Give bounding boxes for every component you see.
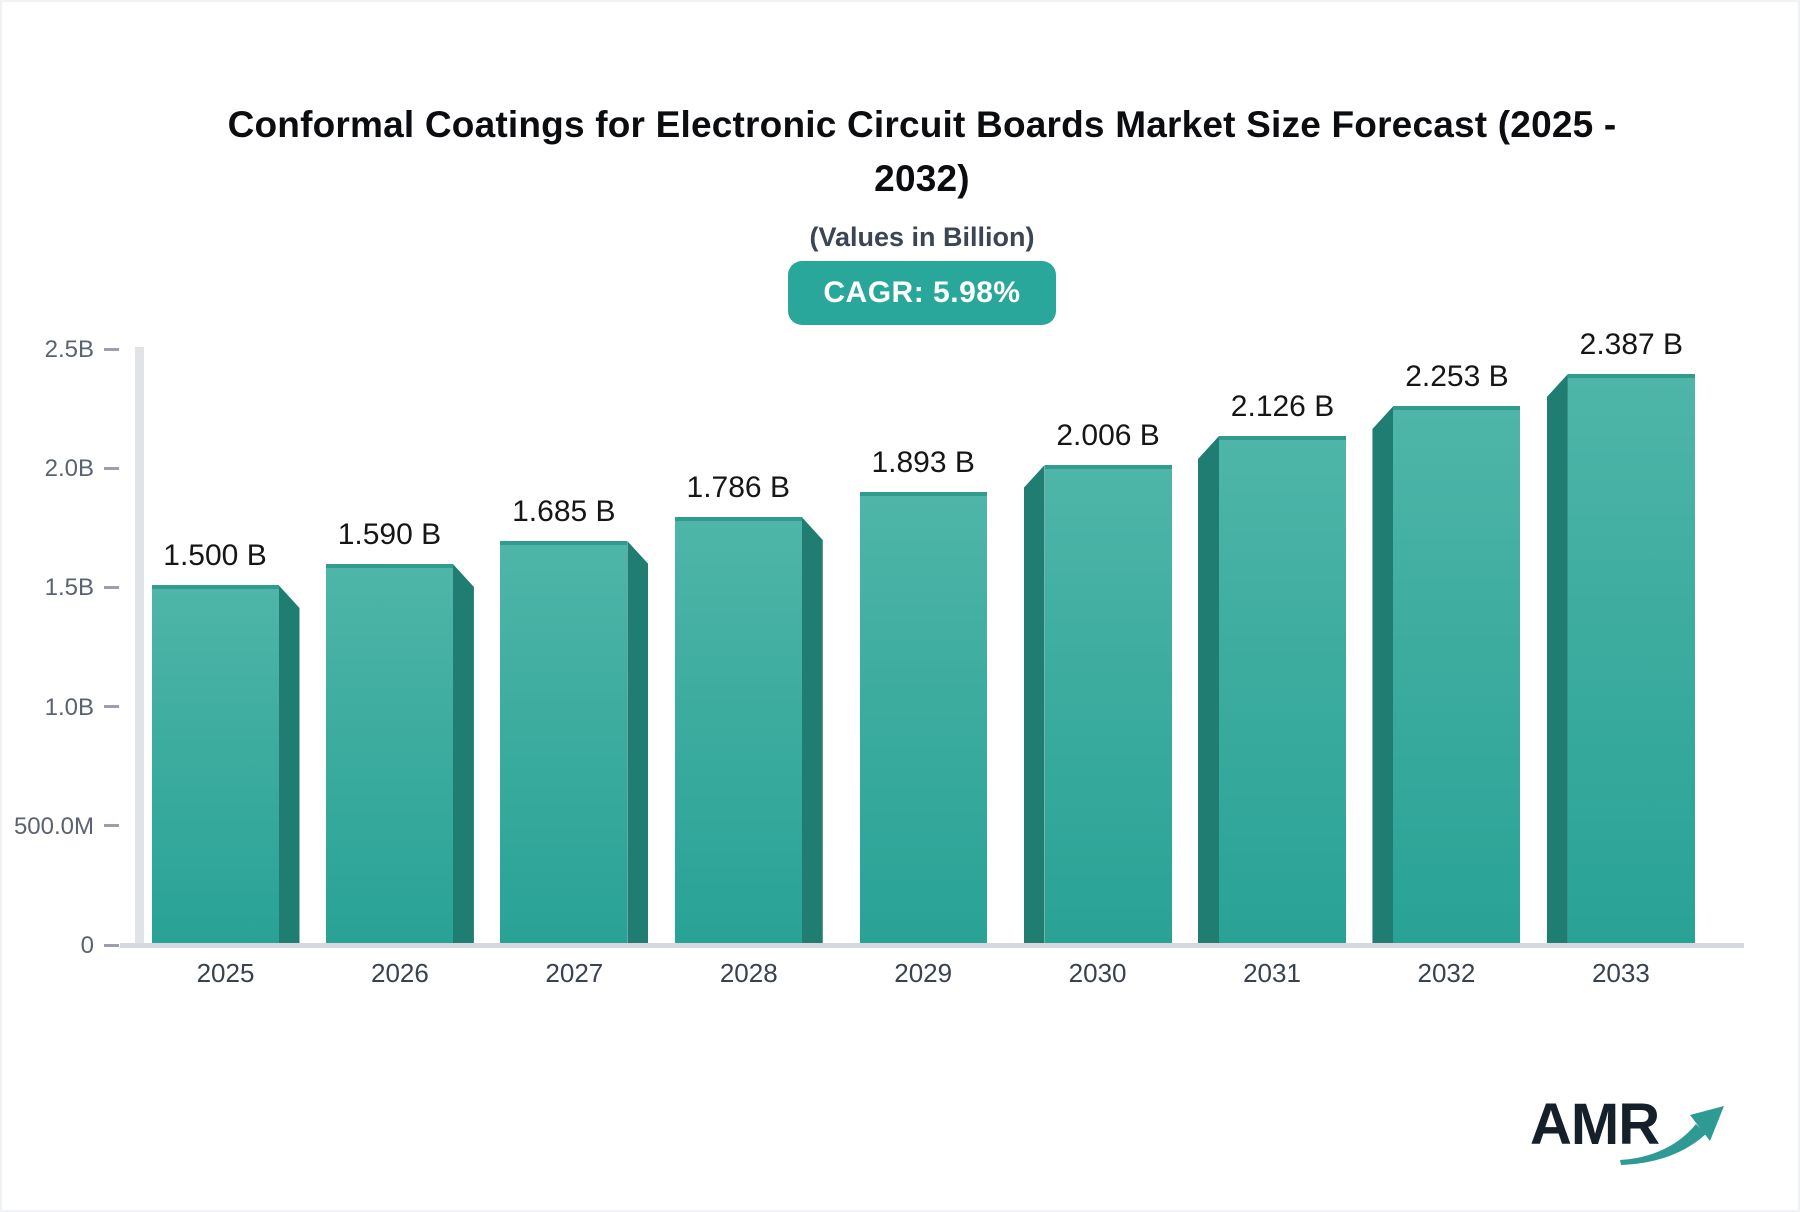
bar-2030[interactable] xyxy=(1023,465,1172,943)
y-axis-tick xyxy=(104,824,119,828)
bar-front-face xyxy=(151,585,279,943)
x-axis-baseline xyxy=(120,943,1744,948)
x-axis-label: 2028 xyxy=(719,958,778,988)
y-axis-label: 1.0B xyxy=(44,693,94,721)
chart-subtitle: (Values in Billion) xyxy=(809,222,1035,252)
bar-2033[interactable] xyxy=(1546,374,1695,943)
bar-2027[interactable] xyxy=(500,541,649,943)
bar-value-label: 2.253 B xyxy=(1405,360,1509,393)
bar-front-face xyxy=(859,492,987,943)
bar-value-label: 2.387 B xyxy=(1579,328,1684,361)
y-axis-tick xyxy=(104,347,119,351)
bar-side-face xyxy=(1198,436,1220,943)
bar-front-face xyxy=(674,517,802,943)
y-axis-tick xyxy=(104,585,119,589)
bar-2031[interactable] xyxy=(1198,436,1347,943)
bar-side-face xyxy=(1546,374,1568,943)
x-axis-label: 2031 xyxy=(1243,958,1301,988)
x-axis-label: 2026 xyxy=(370,958,429,988)
bar-2025[interactable] xyxy=(151,585,300,943)
y-axis-label: 2.0B xyxy=(44,455,94,483)
chart-title-line-2: 2032) xyxy=(874,158,970,199)
y-axis-label: 500.0M xyxy=(13,812,94,840)
bar-value-label: 1.500 B xyxy=(163,539,267,572)
amr-logo-text: AMR xyxy=(1530,1092,1660,1157)
chart-title-line-1: Conformal Coatings for Electronic Circui… xyxy=(227,104,1617,145)
y-axis-label: 0 xyxy=(80,932,94,959)
y-axis-tick xyxy=(104,705,119,709)
bar-front-face xyxy=(325,564,453,943)
x-axis-label: 2029 xyxy=(894,958,953,988)
chart-header: Conformal Coatings for Electronic Circui… xyxy=(24,98,1798,325)
x-axis-label: 2033 xyxy=(1591,958,1650,988)
bar-value-label: 1.893 B xyxy=(871,446,975,479)
bar-side-face xyxy=(801,517,823,943)
bar-2029[interactable] xyxy=(859,492,987,943)
bar-front-face xyxy=(1393,406,1521,943)
x-axis-label: 2032 xyxy=(1417,958,1476,988)
bar-value-label: 2.006 B xyxy=(1056,419,1160,452)
bar-side-face xyxy=(452,564,474,943)
y-axis-line xyxy=(135,347,144,948)
bar-2028[interactable] xyxy=(674,517,823,943)
amr-logo: AMR xyxy=(1530,1088,1724,1168)
bar-value-label: 2.126 B xyxy=(1230,390,1335,423)
bar-side-face xyxy=(1372,406,1394,943)
x-axis-label: 2027 xyxy=(545,958,604,988)
y-axis-label: 2.5B xyxy=(44,336,94,363)
bar-2032[interactable] xyxy=(1372,406,1521,943)
y-axis-label: 1.5B xyxy=(44,574,94,602)
bar-side-face xyxy=(1023,465,1045,943)
bar-front-face xyxy=(500,541,628,943)
y-axis-tick xyxy=(104,943,119,947)
x-axis-label: 2025 xyxy=(196,958,255,988)
bar-value-label: 1.786 B xyxy=(686,471,790,504)
bar-front-face xyxy=(1219,436,1347,943)
growth-arrow-icon xyxy=(1620,1106,1724,1165)
bar-side-face xyxy=(627,541,649,943)
bar-front-face xyxy=(1567,374,1695,943)
bar-value-label: 1.590 B xyxy=(337,518,442,551)
bar-2026[interactable] xyxy=(325,564,474,943)
y-axis-tick xyxy=(104,466,119,470)
cagr-badge: CAGR: 5.98% xyxy=(788,261,1056,325)
bar-side-face xyxy=(278,585,300,943)
bar-value-label: 1.685 B xyxy=(512,495,616,528)
x-axis-label: 2030 xyxy=(1068,958,1127,988)
bar-front-face xyxy=(1044,465,1172,943)
